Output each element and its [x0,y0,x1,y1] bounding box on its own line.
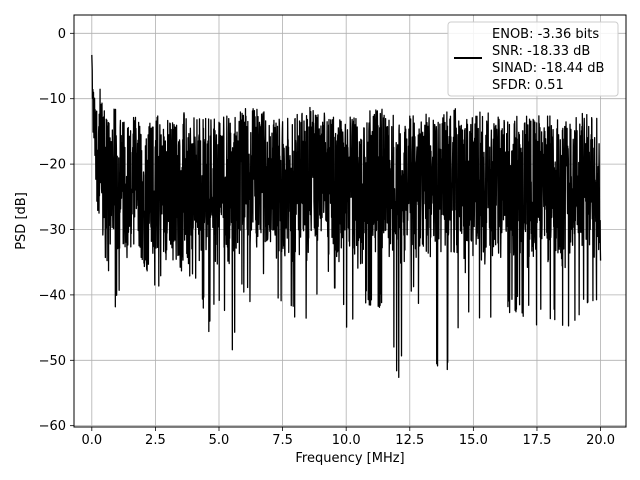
y-tick-label: −60 [39,419,66,434]
x-axis-label: Frequency [MHz] [295,451,404,466]
x-tick-label: 12.5 [395,433,424,448]
legend-box [447,21,619,97]
x-tick-label: 17.5 [522,433,551,448]
x-tick-label: 5.0 [209,433,230,448]
psd-line [91,54,602,379]
x-tick-label: 20.0 [586,433,615,448]
legend: ENOB: -3.36 bits SNR: -18.33 dB SINAD: -… [447,21,619,97]
legend-snr: SNR: -18.33 dB [492,44,590,59]
y-tick-label: −30 [39,223,66,238]
y-tick-label: −20 [39,158,66,173]
legend-sfdr: SFDR: 0.51 [492,78,564,93]
y-tick-label: −10 [39,92,66,107]
x-tick-label: 2.5 [145,433,166,448]
legend-enob: ENOB: -3.36 bits [492,27,599,42]
x-tick-label: 10.0 [332,433,361,448]
plot-frame [73,14,627,428]
x-tick-label: 7.5 [272,433,293,448]
y-tick-label: 0 [58,27,66,42]
axis-ticks: 0.0 2.5 5.0 7.5 10.0 12.5 15.0 17.5 20.0 0 −10 −20 −… [39,27,615,448]
psd-trace [91,54,602,379]
legend-sinad: SINAD: -18.44 dB [492,61,604,76]
y-tick-label: −40 [39,288,66,303]
x-tick-label: 15.0 [459,433,488,448]
x-tick-label: 0.0 [81,433,102,448]
y-axis-label: PSD [dB] [14,192,29,250]
y-tick-label: −50 [39,354,66,369]
